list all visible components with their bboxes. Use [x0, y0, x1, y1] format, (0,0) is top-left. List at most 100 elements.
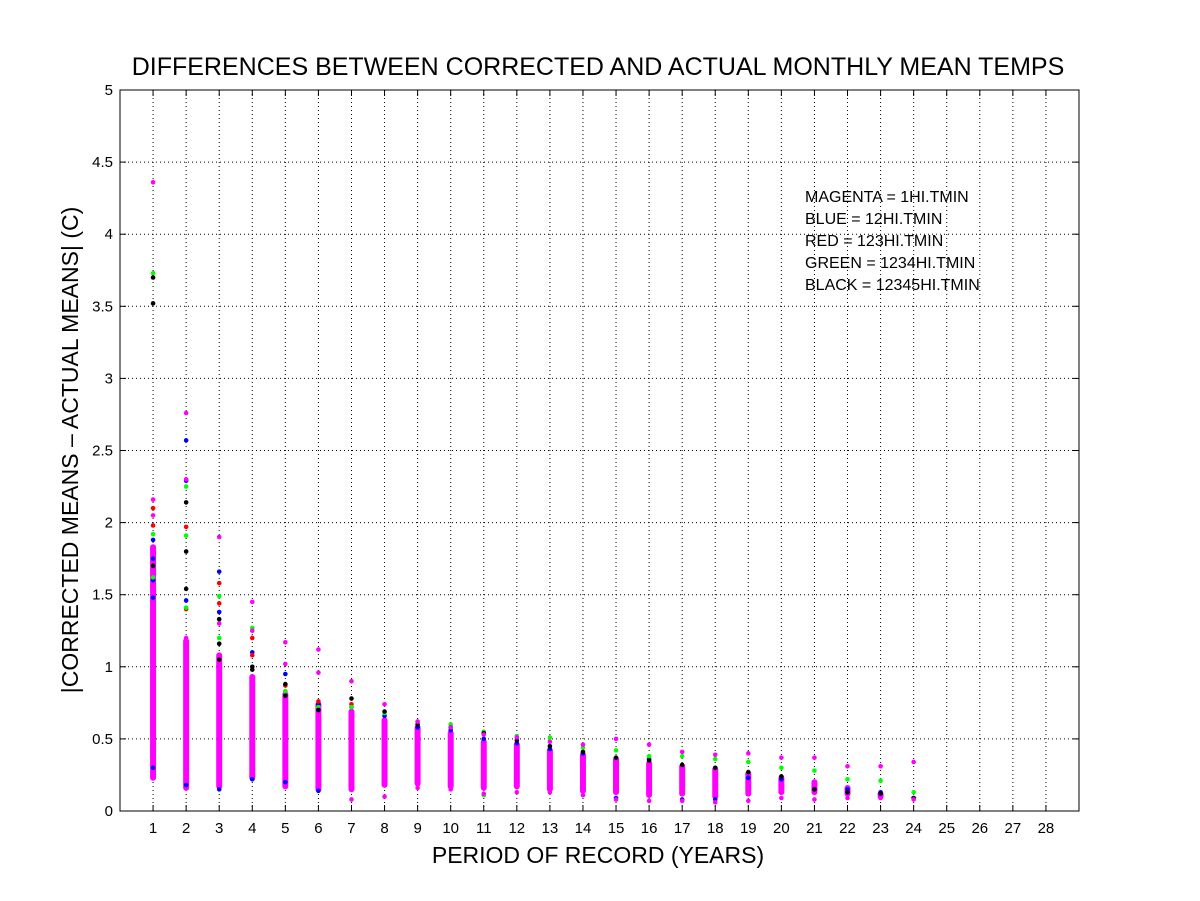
dense-point-band [613, 756, 620, 796]
data-point [382, 709, 387, 714]
dense-point-band [679, 763, 686, 797]
data-point [613, 748, 619, 753]
y-tick-label: 0 [105, 803, 113, 820]
data-point [448, 725, 453, 730]
x-tick-label: 18 [707, 820, 724, 837]
data-point [150, 301, 156, 306]
data-point [349, 678, 354, 684]
data-point [150, 606, 156, 612]
data-point [812, 755, 817, 760]
data-point [712, 765, 718, 771]
grid-lines [120, 89, 1079, 812]
x-axis-label: PERIOD OF RECORD (YEARS) [432, 842, 764, 868]
x-tick-label: 12 [508, 820, 525, 837]
data-point [679, 762, 685, 768]
y-tick-label: 2.5 [92, 443, 113, 460]
x-tick-label: 3 [215, 820, 223, 837]
data-point [911, 797, 916, 802]
data-point [415, 719, 420, 724]
data-point [679, 798, 685, 804]
data-point [316, 707, 321, 713]
data-point [746, 759, 751, 765]
legend-black: BLACK = 12345HI.TMIN [805, 277, 980, 294]
dense-point-band [414, 724, 421, 787]
legend-green: GREEN = 1234HI.TMIN [805, 255, 975, 272]
y-tick-label: 3 [105, 370, 113, 387]
data-point [712, 752, 718, 758]
data-point [679, 753, 685, 759]
data-point [150, 563, 156, 569]
data-point [216, 641, 222, 647]
data-point [150, 523, 156, 528]
data-point [150, 575, 156, 580]
dense-point-band [216, 652, 223, 790]
data-point [150, 513, 156, 518]
data-point [283, 689, 288, 694]
data-point [712, 756, 718, 762]
data-point [613, 797, 619, 802]
x-tick-label: 8 [380, 820, 388, 837]
dense-point-band [315, 701, 322, 793]
x-tick-label: 16 [641, 820, 658, 837]
data-point [845, 789, 850, 795]
data-point [878, 791, 883, 796]
dense-point-band [183, 637, 190, 791]
data-point [150, 179, 156, 185]
data-point [283, 681, 288, 687]
data-point [746, 775, 751, 781]
data-point [283, 639, 288, 645]
dense-point-band [348, 708, 355, 793]
data-point [779, 795, 784, 801]
y-tick-label: 1 [105, 659, 113, 676]
y-tick-label: 0.5 [92, 731, 113, 748]
data-point [249, 635, 255, 641]
data-point [216, 635, 222, 641]
y-tick-label: 4.5 [92, 154, 113, 171]
data-point [183, 438, 189, 443]
dense-point-band [381, 717, 388, 788]
data-point [216, 621, 222, 626]
y-tick-label: 4 [105, 226, 113, 243]
dense-point-band [249, 674, 256, 781]
data-point [779, 765, 784, 771]
x-tick-label: 23 [872, 820, 889, 837]
x-tick-label: 14 [575, 820, 592, 837]
x-tick-label: 5 [281, 820, 289, 837]
data-point [150, 505, 156, 511]
data-point [481, 736, 487, 742]
data-point [580, 749, 586, 755]
data-point [911, 759, 916, 765]
data-point [547, 739, 553, 745]
x-tick-label: 1 [149, 820, 157, 837]
y-tick-label: 3.5 [92, 298, 113, 315]
legend-magenta: MAGENTA = 1HI.TMIN [805, 189, 969, 206]
dense-point-band [150, 544, 157, 781]
data-point [216, 569, 222, 574]
data-point [845, 795, 850, 801]
x-tick-label: 2 [182, 820, 190, 837]
data-point [216, 601, 222, 606]
data-point [183, 605, 189, 610]
data-point [514, 789, 520, 795]
data-point [679, 749, 685, 755]
data-point [613, 755, 619, 760]
data-point [249, 599, 255, 605]
data-point [249, 667, 255, 672]
data-point [150, 556, 156, 561]
x-tick-label: 6 [314, 820, 322, 837]
x-tick-label: 25 [938, 820, 955, 837]
data-points [150, 179, 916, 805]
data-point [316, 699, 321, 704]
data-point [448, 787, 453, 792]
data-point [580, 742, 586, 747]
data-point [349, 704, 354, 710]
data-point [878, 795, 883, 801]
data-point [646, 742, 652, 747]
dense-point-band [546, 747, 553, 793]
legend-blue: BLUE = 12HI.TMIN [805, 211, 942, 228]
x-tick-label: 17 [674, 820, 691, 837]
data-point [316, 647, 321, 652]
data-point [283, 779, 288, 785]
data-point [646, 798, 652, 804]
